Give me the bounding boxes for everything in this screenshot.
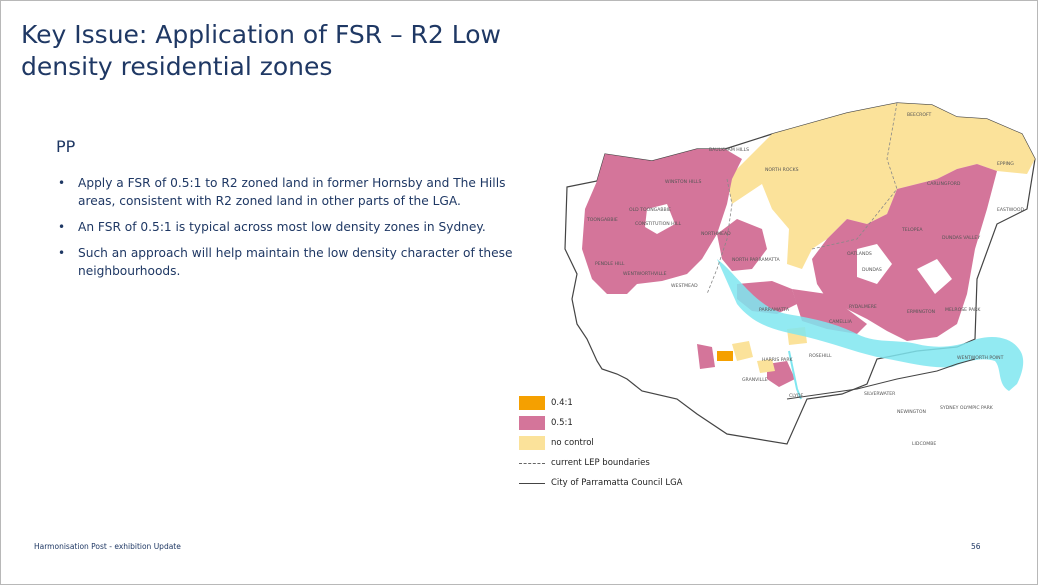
suburb-label: DUNDAS VALLEY: [942, 235, 980, 241]
park-gap: [645, 204, 675, 234]
legend-swatch-pink: [519, 416, 545, 430]
suburb-label: PENDLE HILL: [595, 261, 625, 267]
slide-title: Key Issue: Application of FSR – R2 Low d…: [21, 20, 501, 81]
page-number: 56: [971, 542, 981, 551]
section-subheading: PP: [56, 137, 76, 156]
legend-item: current LEP boundaries: [519, 453, 739, 473]
suburb-label: WINSTON HILLS: [665, 179, 701, 185]
fsr-05-zone-northmead: [717, 219, 767, 271]
legend-dashed-line: [519, 462, 545, 464]
no-control-zone-rosehill: [757, 359, 775, 373]
legend-label: 0.4:1: [551, 398, 573, 408]
no-control-zone-north: [727, 103, 1035, 269]
lep-boundary-line: [886, 102, 898, 190]
suburb-label: NORTH ROCKS: [765, 167, 799, 173]
suburb-label: PARRAMATTA: [759, 307, 790, 313]
legend-item: 0.5:1: [519, 413, 739, 433]
legend-swatch-yellow: [519, 436, 545, 450]
lep-boundary-line: [706, 178, 733, 295]
fsr-05-zone-southwest: [697, 344, 715, 369]
suburb-label: ROSEHILL: [809, 353, 832, 359]
suburb-label: RYDALMERE: [849, 304, 877, 310]
legend-swatch-orange: [519, 396, 545, 410]
bullet-item: Such an approach will help maintain the …: [56, 244, 546, 280]
suburb-label: DUNDAS: [862, 267, 882, 273]
legend-label: 0.5:1: [551, 418, 573, 428]
legend-label: no control: [551, 438, 594, 448]
suburb-label: CAMELLIA: [829, 319, 853, 325]
park-gap: [857, 244, 892, 284]
suburb-label: GRANVILLE: [742, 377, 768, 383]
legend-item: no control: [519, 433, 739, 453]
suburb-label: EPPING: [997, 161, 1014, 167]
parramatta-river: [717, 259, 1024, 391]
suburb-label: MELROSE PARK: [945, 307, 981, 313]
suburb-label: EASTWOOD: [997, 207, 1025, 213]
suburb-label: BEECROFT: [907, 112, 932, 118]
suburb-label: OATLANDS: [847, 251, 872, 257]
suburb-label: BAULKHAM HILLS: [709, 147, 749, 153]
legend-item: City of Parramatta Council LGA: [519, 473, 739, 493]
suburb-label: NORTH PARRAMATTA: [732, 257, 781, 263]
suburb-label: HARRIS PARK: [762, 357, 794, 363]
suburb-label: CONSTITUTION HILL: [635, 221, 682, 227]
duck-river: [788, 350, 802, 400]
suburb-label: CLYDE: [789, 393, 803, 399]
suburb-label: TOONGABBIE: [586, 217, 618, 223]
slide-footer: Harmonisation Post - exhibition Update: [34, 542, 181, 551]
suburb-label: NORTHMEAD: [701, 231, 731, 237]
bullet-item: Apply a FSR of 0.5:1 to R2 zoned land in…: [56, 174, 546, 210]
suburb-label: OLD TOONGABBIE: [629, 207, 671, 213]
suburb-label: TELOPEA: [901, 227, 923, 233]
legend-label: current LEP boundaries: [551, 458, 650, 468]
bullet-list: Apply a FSR of 0.5:1 to R2 zoned land in…: [56, 174, 546, 288]
suburb-label: CARLINGFORD: [927, 181, 961, 187]
suburb-label: SYDNEY OLYMPIC PARK: [940, 405, 994, 411]
bullet-item: An FSR of 0.5:1 is typical across most l…: [56, 218, 546, 236]
fsr-05-zone-east: [812, 164, 997, 341]
suburb-label: ERMINGTON: [907, 309, 935, 315]
lga-south-boundary: [786, 358, 976, 400]
suburb-label: NEWINGTON: [897, 409, 926, 415]
suburb-label: WESTMEAD: [671, 283, 698, 289]
fsr-04-zone: [717, 351, 733, 361]
park-gap: [917, 259, 952, 294]
suburb-label: SILVERWATER: [864, 391, 896, 397]
map-legend: 0.4:1 0.5:1 no control current LEP bound…: [519, 393, 739, 493]
legend-solid-line: [519, 482, 545, 484]
suburb-label: LIDCOMBE: [912, 441, 936, 447]
legend-label: City of Parramatta Council LGA: [551, 478, 683, 488]
fsr-zoning-map: BEECROFT EPPING CARLINGFORD EASTWOOD TEL…: [564, 102, 1036, 447]
legend-item: 0.4:1: [519, 393, 739, 413]
suburb-label: WENTWORTHVILLE: [623, 271, 667, 277]
lep-boundary-line: [811, 188, 898, 250]
suburb-label: WENTWORTH POINT: [957, 355, 1004, 361]
no-control-zone-harris-park: [732, 341, 753, 361]
